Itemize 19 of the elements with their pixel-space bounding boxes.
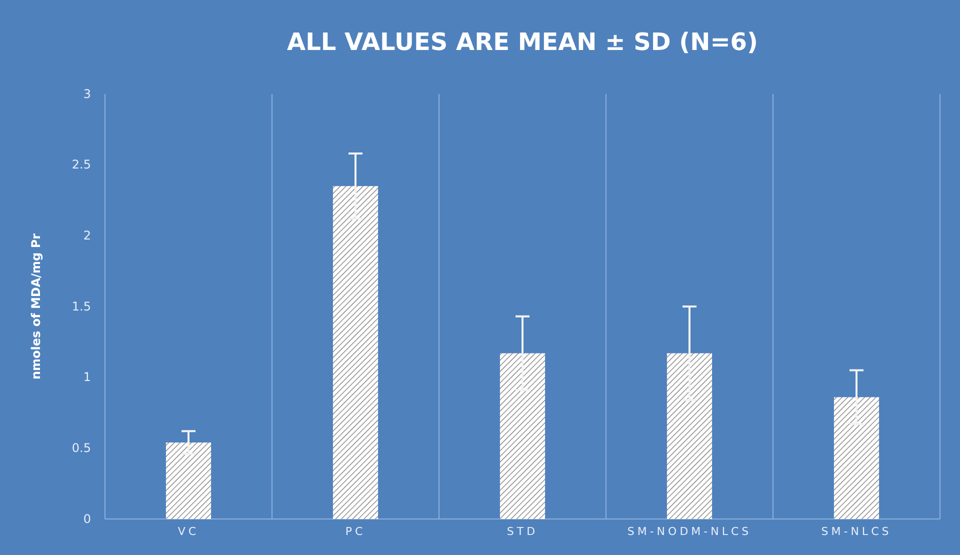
y-tick-label: 2 (83, 228, 91, 243)
y-tick-label: 0 (83, 512, 91, 526)
x-tick-label: VC (178, 524, 200, 538)
y-tick-label: 1.5 (72, 299, 91, 314)
y-tick-label: 2.5 (72, 158, 91, 172)
bar (834, 397, 880, 519)
bar (666, 353, 712, 519)
y-tick-label: 3 (83, 86, 91, 101)
y-tick-label: 1 (83, 370, 91, 384)
x-tick-label: PC (345, 524, 366, 538)
chart-title: ALL VALUES ARE MEAN ± SD (N=6) (287, 28, 758, 56)
bar (332, 186, 378, 519)
x-tick-label: SM-NODM-NLCS (627, 524, 752, 538)
bar (166, 442, 212, 519)
bar (500, 353, 546, 519)
x-tick-label: STD (506, 524, 538, 538)
y-tick-label: 0.5 (72, 441, 91, 456)
y-axis-title: nmoles of MDA/mg Pr (29, 233, 43, 380)
x-tick-label: SM-NLCS (821, 524, 892, 538)
